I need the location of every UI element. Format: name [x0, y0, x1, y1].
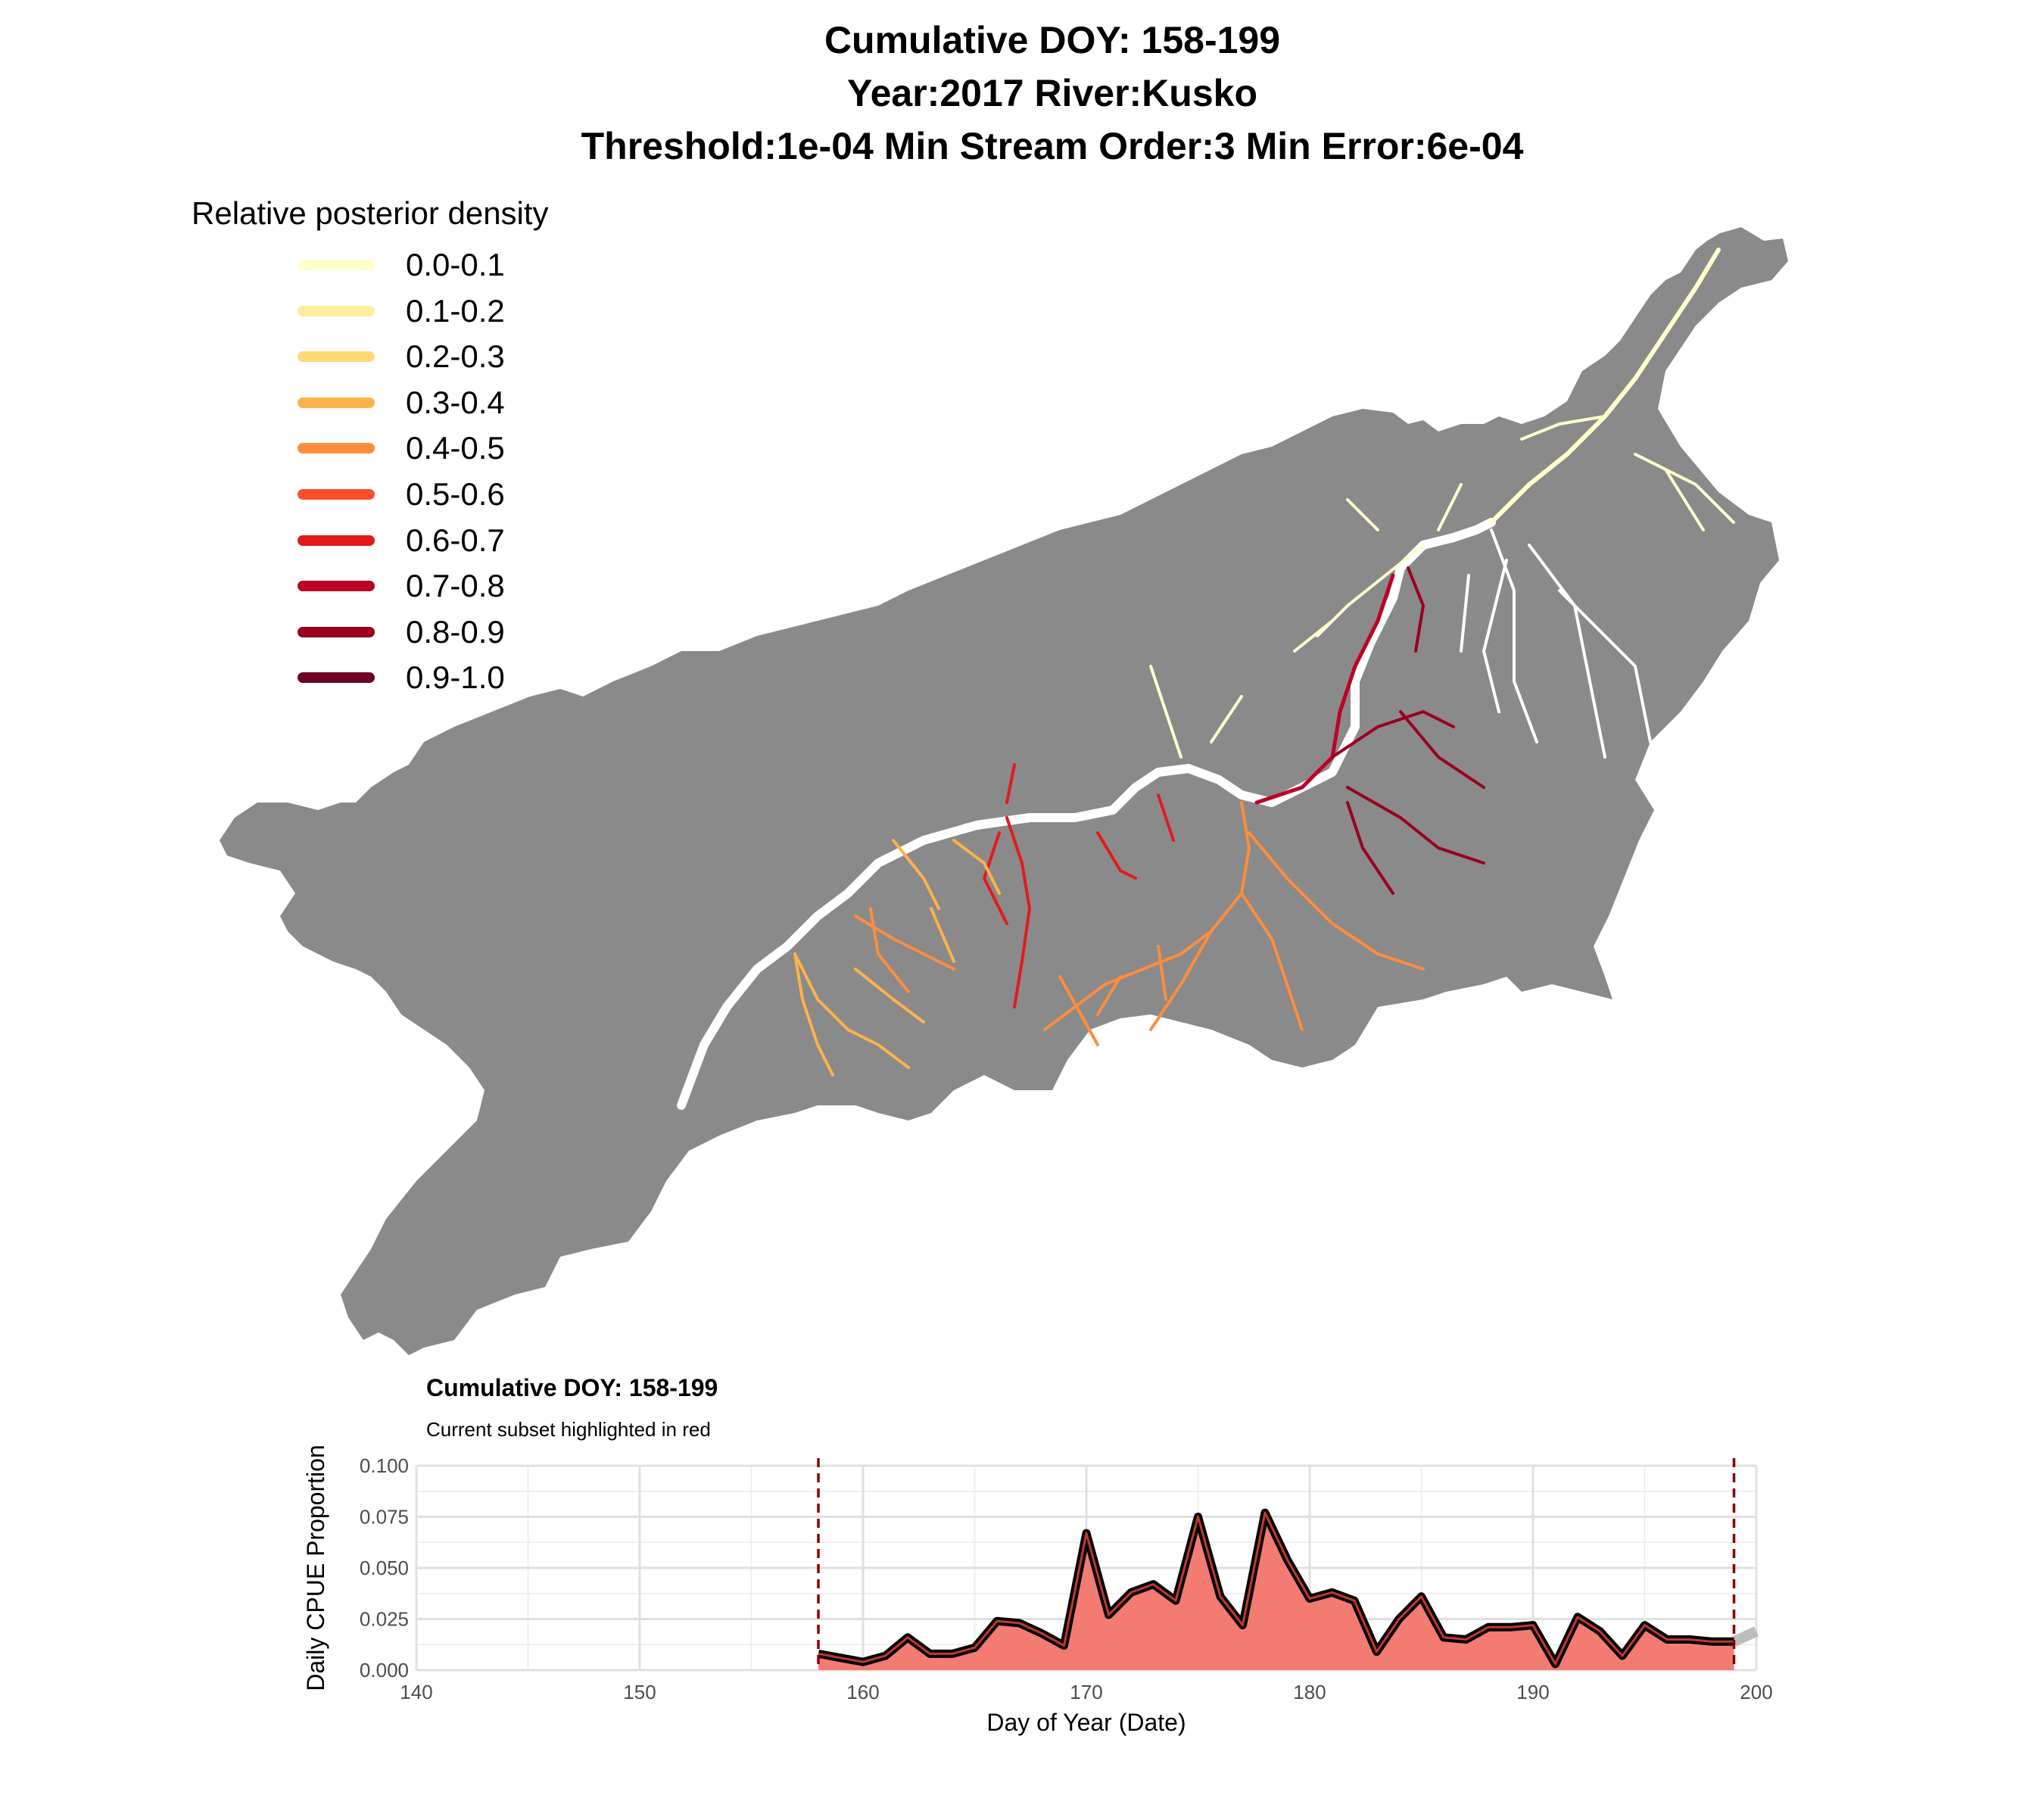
figure-title: Cumulative DOY: 158-199 Year:2017 River:…	[0, 14, 2044, 173]
x-tick-label: 140	[400, 1681, 432, 1703]
tributary-darkred-1	[1331, 566, 1485, 895]
legend-label: 0.3-0.4	[406, 384, 505, 420]
legend-item: 0.3-0.4	[192, 380, 549, 426]
title-line-2: Year:2017 River:Kusko	[847, 72, 1257, 114]
legend-title: Relative posterior density	[192, 195, 549, 231]
legend-item: 0.8-0.9	[192, 609, 549, 656]
tributary-orange-2	[793, 839, 1001, 1077]
x-tick-label: 160	[846, 1681, 879, 1703]
legend-swatch	[298, 488, 375, 500]
y-tick-label: 0.100	[360, 1454, 409, 1477]
legend-item: 0.5-0.6	[192, 472, 549, 518]
x-tick-label: 170	[1070, 1681, 1102, 1703]
x-tick-label: 180	[1293, 1681, 1326, 1703]
y-tick-label: 0.075	[360, 1506, 409, 1529]
series-line-inner	[818, 1511, 1734, 1666]
tributary-red-1	[1254, 573, 1395, 805]
legend-item: 0.4-0.5	[192, 425, 549, 472]
legend-label: 0.4-0.5	[406, 430, 505, 466]
tributary-red-2	[983, 763, 1175, 1008]
legend-label: 0.1-0.2	[406, 292, 505, 329]
legend-item: 0.1-0.2	[192, 288, 549, 335]
legend-swatch	[298, 305, 375, 316]
tributary-orange-1	[1043, 801, 1425, 1031]
legend-label: 0.2-0.3	[406, 338, 505, 375]
legend-swatch	[298, 535, 375, 546]
x-tick-label: 190	[1516, 1681, 1549, 1703]
legend-swatch	[298, 626, 375, 637]
x-tick-label: 200	[1740, 1681, 1772, 1703]
cpue-subtitle: Current subset highlighted in red	[426, 1418, 711, 1441]
tributary-orange-3	[854, 907, 1167, 1046]
legend-swatch	[298, 351, 375, 363]
legend-item: 0.9-1.0	[192, 655, 549, 701]
tributary-upper-white	[1460, 528, 1652, 759]
legend-label: 0.7-0.8	[406, 568, 505, 604]
legend-label: 0.6-0.7	[406, 522, 505, 558]
legend-label: 0.5-0.6	[406, 475, 505, 512]
title-line-1: Cumulative DOY: 158-199	[824, 19, 1281, 61]
x-axis-label: Day of Year (Date)	[986, 1709, 1186, 1736]
legend-swatch	[298, 397, 375, 408]
mainstem-upper	[1489, 248, 1721, 525]
legend-items: 0.0-0.1 0.1-0.2 0.2-0.3 0.3-0.4 0.4-0.5 0.5-0…	[192, 242, 549, 701]
y-tick-label: 0.025	[360, 1608, 409, 1631]
x-tick-label: 150	[623, 1681, 656, 1703]
y-tick-label: 0.000	[360, 1659, 409, 1681]
legend-item: 0.2-0.3	[192, 334, 549, 380]
legend-swatch	[298, 260, 375, 270]
legend-swatch	[298, 672, 375, 684]
y-tick-label: 0.050	[360, 1557, 409, 1579]
legend-label: 0.0-0.1	[406, 247, 505, 282]
legend-item: 0.6-0.7	[192, 518, 549, 564]
legend-item: 0.7-0.8	[192, 563, 549, 609]
y-axis-label: Daily CPUE Proportion	[302, 1445, 329, 1691]
basin-shape	[220, 227, 1788, 1355]
series-line-outside	[1731, 1626, 1759, 1647]
title-line-3: Threshold:1e-04 Min Stream Order:3 Min E…	[581, 125, 1524, 167]
tributary-yellow-1	[1149, 415, 1735, 759]
legend-swatch	[298, 581, 375, 592]
legend-item: 0.0-0.1	[192, 242, 549, 288]
legend-label: 0.8-0.9	[406, 613, 505, 650]
mainstem-river	[677, 518, 1496, 1110]
legend-swatch	[298, 443, 375, 454]
map-legend: Relative posterior density 0.0-0.1 0.1-0.…	[192, 195, 549, 701]
legend-label: 0.9-1.0	[406, 659, 505, 696]
cpue-title: Cumulative DOY: 158-199	[426, 1374, 718, 1401]
